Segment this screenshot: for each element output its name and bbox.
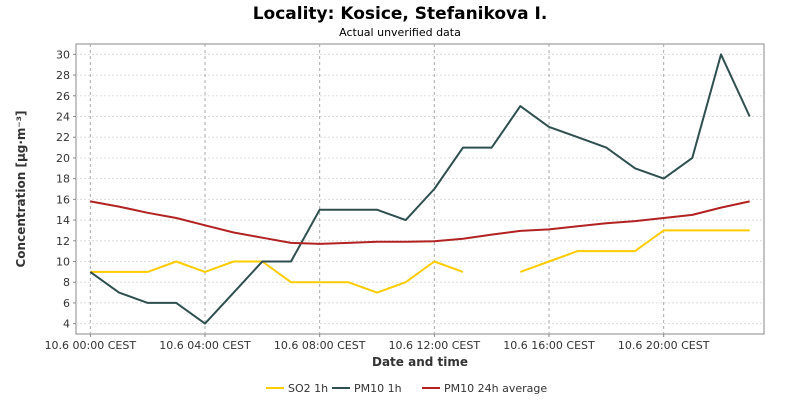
x-tick-label: 10.6 08:00 CEST (274, 339, 366, 352)
y-tick-label: 28 (56, 69, 70, 82)
grid-lines (76, 44, 764, 334)
y-tick-label: 16 (56, 193, 70, 206)
y-tick-label: 30 (56, 48, 70, 61)
chart-subtitle: Actual unverified data (339, 26, 461, 39)
series-pm10-1h (89, 53, 751, 325)
legend-item-pm10-1h: PM10 1h (332, 382, 402, 395)
y-tick-label: 24 (56, 111, 70, 124)
legend: SO2 1h PM10 1h PM10 24h average (266, 382, 547, 395)
legend-item-so2-1h: SO2 1h (266, 382, 328, 395)
y-tick-label: 12 (56, 235, 70, 248)
x-tick-label: 10.6 16:00 CEST (503, 339, 595, 352)
y-tick-label: 8 (63, 276, 70, 289)
y-tick-label: 14 (56, 214, 70, 227)
x-tick-label: 10.6 12:00 CEST (389, 339, 481, 352)
y-tick-label: 22 (56, 131, 70, 144)
y-axis-ticks: 4 6 8 10 12 14 16 18 20 22 24 26 28 30 (56, 48, 76, 331)
series-so2-1h (90, 229, 750, 294)
series-lines (89, 53, 751, 325)
x-tick-label: 10.6 00:00 CEST (45, 339, 137, 352)
series-line-pm10-24h-average (90, 200, 750, 245)
legend-item-pm10-24h-average: PM10 24h average (422, 382, 547, 395)
series-line-so2-1h (90, 229, 750, 294)
y-tick-label: 26 (56, 90, 70, 103)
y-tick-label: 6 (63, 297, 70, 310)
series-line-pm10-1h (89, 53, 751, 325)
legend-label: PM10 1h (354, 382, 402, 395)
x-axis-title: Date and time (372, 355, 468, 369)
y-axis-title: Concentration [µg·m⁻³] (14, 111, 28, 268)
x-tick-label: 10.6 04:00 CEST (159, 339, 251, 352)
series-pm10-24h-average (90, 200, 750, 245)
y-tick-label: 20 (56, 152, 70, 165)
legend-label: SO2 1h (288, 382, 328, 395)
x-axis-ticks: 10.6 00:00 CEST 10.6 04:00 CEST 10.6 08:00… (45, 334, 710, 352)
plot-area (75, 43, 765, 335)
y-tick-label: 10 (56, 256, 70, 269)
chart-title: Locality: Kosice, Stefanikova I. (253, 4, 548, 24)
legend-label: PM10 24h average (444, 382, 547, 395)
y-tick-label: 18 (56, 173, 70, 186)
x-tick-label: 10.6 20:00 CEST (618, 339, 710, 352)
y-tick-label: 4 (63, 318, 70, 331)
